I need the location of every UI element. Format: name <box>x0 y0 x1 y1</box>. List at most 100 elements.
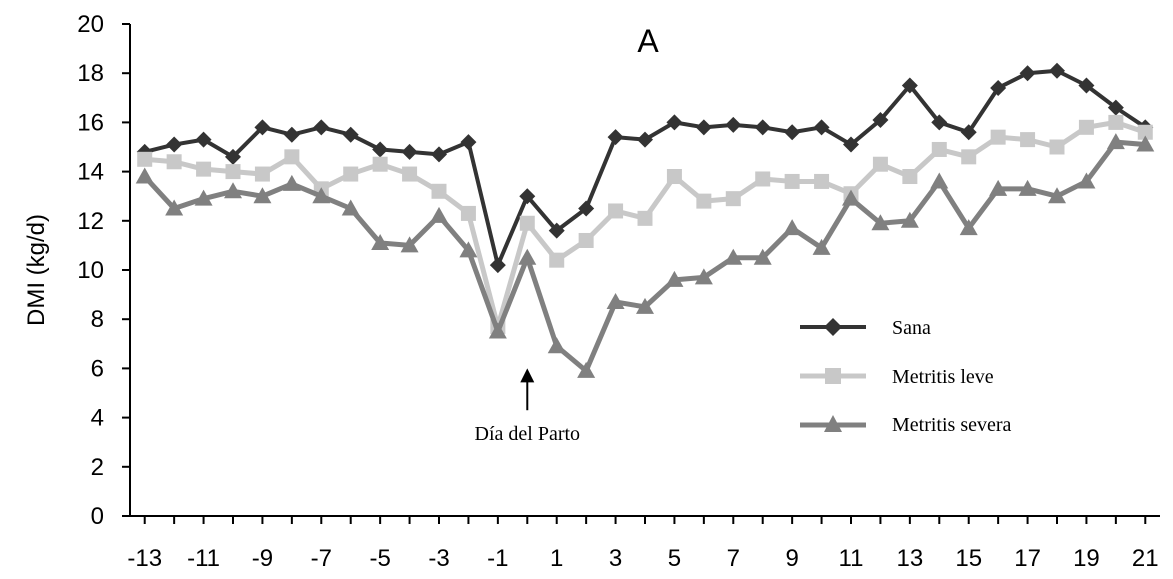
data-point-metritis-leve <box>902 169 918 185</box>
data-point-sana <box>254 119 271 136</box>
data-point-metritis-leve <box>961 149 977 165</box>
data-point-metritis-severa <box>842 189 860 206</box>
data-point-metritis-leve <box>608 203 624 219</box>
data-point-metritis-leve <box>578 232 594 248</box>
annotation-dia-del-parto: Día del Parto <box>475 368 580 445</box>
y-tick-label: 2 <box>91 454 104 481</box>
data-point-sana <box>901 77 918 94</box>
x-tick-label: 19 <box>1073 545 1100 572</box>
data-point-sana <box>431 146 447 163</box>
data-point-metritis-severa <box>459 241 478 258</box>
data-point-sana <box>813 119 830 136</box>
x-tick-label: 3 <box>609 545 622 572</box>
y-axis-title: DMI (kg/d) <box>23 214 50 326</box>
data-point-sana <box>489 257 506 274</box>
data-point-sana <box>1049 62 1065 79</box>
data-point-metritis-severa <box>577 361 596 378</box>
data-point-sana <box>843 136 859 153</box>
series-line-sana <box>144 68 1147 268</box>
data-point-metritis-leve <box>137 151 153 167</box>
data-point-sana <box>519 188 536 205</box>
data-point-sana <box>166 136 183 153</box>
data-point-sana <box>725 116 742 133</box>
legend-marker-metritis-severa <box>824 415 842 432</box>
legend-item-sana: Sana <box>800 317 931 339</box>
data-point-metritis-severa <box>341 199 360 216</box>
data-point-metritis-severa <box>753 248 772 265</box>
data-point-metritis-leve <box>931 141 947 157</box>
data-point-metritis-leve <box>225 164 241 180</box>
y-tick-label: 0 <box>91 503 104 530</box>
data-point-metritis-leve <box>1049 139 1065 155</box>
x-tick-label: 21 <box>1132 545 1159 572</box>
x-tick-label: 13 <box>897 545 924 572</box>
x-axis: -13 -11 -9 -7 -5 -3 -1 1 3 5 7 9 11 13 15 17 19 21 <box>127 515 1160 572</box>
data-point-metritis-severa <box>1018 179 1037 196</box>
x-tick-label: 9 <box>785 545 798 572</box>
data-point-metritis-severa <box>194 189 213 206</box>
data-point-metritis-severa <box>547 337 566 354</box>
data-point-metritis-severa <box>312 187 331 204</box>
y-ticks: 0 2 4 6 8 10 12 14 16 18 20 <box>77 11 130 530</box>
data-point-sana <box>401 143 418 160</box>
data-point-metritis-severa <box>1048 187 1066 204</box>
data-point-metritis-severa <box>1077 172 1096 189</box>
data-point-metritis-severa <box>371 233 390 250</box>
legend: Sana Metritis leve Metritis severa <box>800 317 1012 436</box>
data-point-metritis-leve <box>990 129 1006 145</box>
data-point-metritis-leve <box>519 215 535 231</box>
data-point-sana <box>607 129 624 146</box>
data-point-metritis-leve <box>666 169 682 185</box>
data-point-metritis-leve <box>549 252 565 268</box>
annotation-arrow-head-icon <box>520 368 535 383</box>
x-tick-label: 11 <box>839 545 864 572</box>
data-point-sana <box>225 148 241 165</box>
legend-marker-metritis-leve <box>825 368 841 384</box>
x-tick-label: -5 <box>369 545 390 572</box>
legend-marker-sana <box>824 318 842 336</box>
data-point-metritis-severa <box>871 214 890 231</box>
legend-label-metritis-leve: Metritis leve <box>892 366 994 388</box>
data-point-metritis-leve <box>637 210 653 226</box>
data-point-metritis-severa <box>282 174 301 191</box>
data-point-sana <box>372 141 389 158</box>
x-tick-label: -13 <box>127 545 162 572</box>
data-point-metritis-severa <box>518 248 537 265</box>
x-tick-label: 15 <box>955 545 982 572</box>
data-point-metritis-severa <box>430 206 448 223</box>
series-metritis-severa <box>135 133 1155 378</box>
data-point-sana <box>931 114 948 131</box>
data-point-metritis-leve <box>784 173 800 189</box>
data-point-metritis-leve <box>725 191 741 207</box>
data-point-sana <box>342 126 359 143</box>
x-tick-label: 17 <box>1014 545 1041 572</box>
data-point-metritis-severa <box>400 236 419 253</box>
x-tick-label: -3 <box>428 545 449 572</box>
data-point-metritis-leve <box>284 149 300 165</box>
x-tick-label: -9 <box>252 545 273 572</box>
y-tick-label: 8 <box>91 306 104 333</box>
y-tick-label: 12 <box>77 208 104 235</box>
data-point-metritis-leve <box>1108 114 1124 130</box>
data-point-metritis-leve <box>372 156 388 172</box>
data-point-metritis-leve <box>460 205 476 221</box>
legend-label-metritis-severa: Metritis severa <box>892 414 1012 436</box>
y-tick-label: 4 <box>91 405 104 432</box>
data-point-metritis-severa <box>253 187 272 204</box>
data-point-metritis-leve <box>814 173 830 189</box>
data-point-sana <box>990 79 1007 96</box>
data-point-metritis-leve <box>1078 119 1094 135</box>
data-point-metritis-leve <box>872 156 888 172</box>
data-point-sana <box>460 134 477 151</box>
data-point-sana <box>283 126 300 143</box>
data-point-sana <box>695 119 712 136</box>
data-point-metritis-leve <box>343 166 359 182</box>
data-point-metritis-severa <box>812 238 831 255</box>
legend-item-metritis-leve: Metritis leve <box>800 366 994 388</box>
y-tick-label: 18 <box>77 60 104 87</box>
data-point-metritis-leve <box>755 171 771 187</box>
legend-item-metritis-severa: Metritis severa <box>800 414 1012 436</box>
x-tick-label: -11 <box>187 545 220 572</box>
data-point-sana <box>1019 65 1036 82</box>
